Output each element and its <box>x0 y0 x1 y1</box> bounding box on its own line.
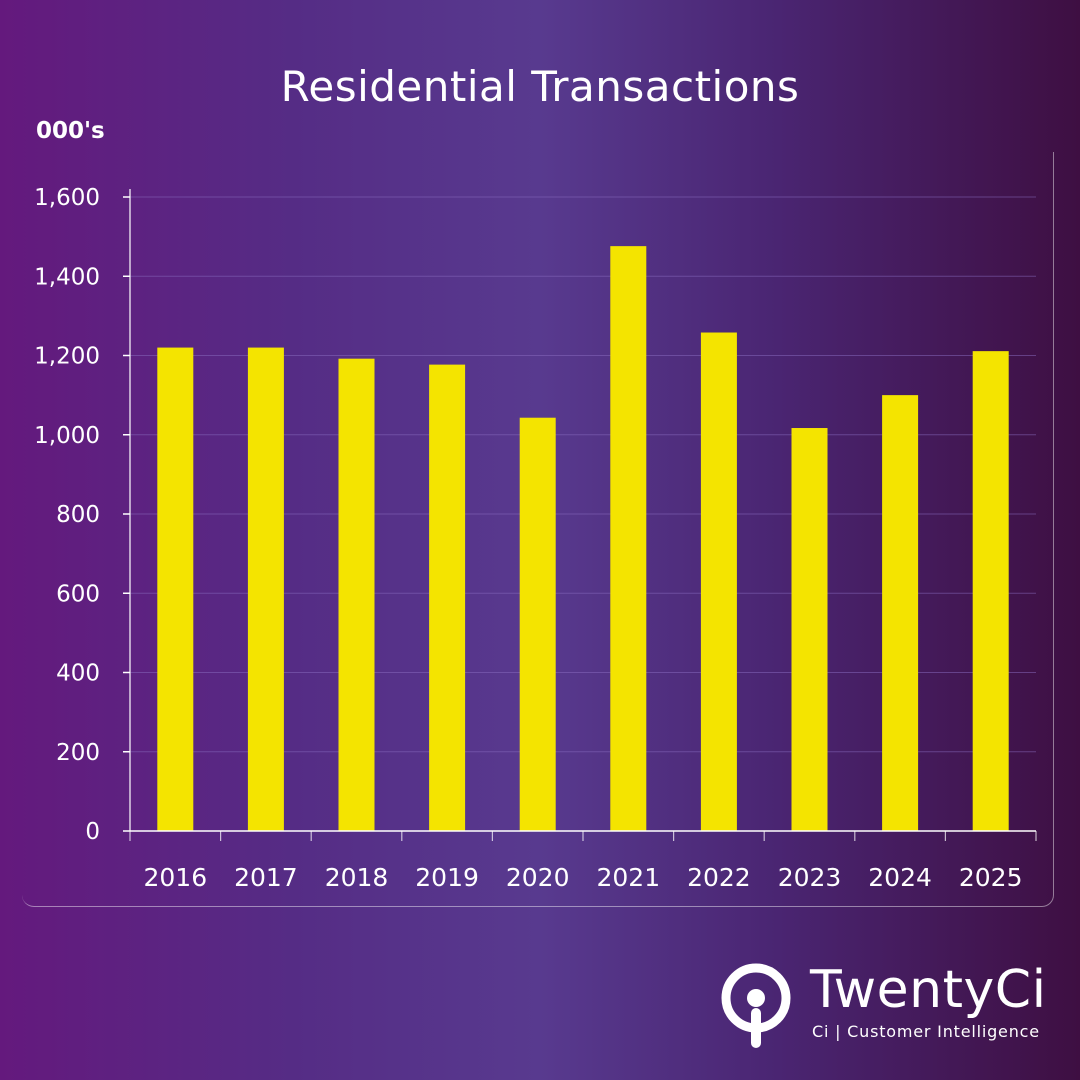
logo-tagline: Ci | Customer Intelligence <box>812 1022 1040 1041</box>
axes <box>123 189 1037 841</box>
x-tick-label: 2016 <box>143 863 207 892</box>
bar <box>338 358 375 831</box>
bar <box>700 332 737 831</box>
y-tick-label: 1,200 <box>34 344 100 370</box>
y-tick-label: 200 <box>56 740 100 766</box>
x-tick-label: 2021 <box>596 863 660 892</box>
logo-name: TwentyCi <box>810 960 1047 1020</box>
y-tick-label: 1,000 <box>34 423 100 449</box>
x-tick-label: 2025 <box>959 863 1023 892</box>
tick-labels: 0 200 400 600 800 1,000 1,200 1,400 1,600 2016 201… <box>34 185 1022 892</box>
x-tick-label: 2024 <box>868 863 932 892</box>
bar <box>610 246 647 831</box>
bar <box>157 347 194 831</box>
x-tick-label: 2017 <box>234 863 298 892</box>
bars <box>157 246 1009 831</box>
bar <box>519 417 556 831</box>
x-tick-label: 2018 <box>325 863 389 892</box>
x-tick-label: 2023 <box>778 863 842 892</box>
x-tick-label: 2019 <box>415 863 479 892</box>
y-axis-unit-label: 000's <box>36 118 105 144</box>
chart-title: Residential Transactions <box>280 62 800 111</box>
bar <box>791 428 828 831</box>
bar <box>429 364 466 831</box>
y-tick-label: 1,600 <box>34 185 100 211</box>
chart-panel <box>22 152 1054 907</box>
location-pin-icon <box>721 963 791 1048</box>
x-tick-label: 2022 <box>687 863 751 892</box>
bar <box>972 351 1009 831</box>
y-tick-label: 400 <box>56 661 100 687</box>
bar <box>247 347 284 831</box>
x-tick-label: 2020 <box>506 863 570 892</box>
bar <box>882 395 919 831</box>
y-tick-label: 1,400 <box>34 264 100 290</box>
y-tick-label: 0 <box>85 819 100 845</box>
y-tick-label: 800 <box>56 502 100 528</box>
y-tick-label: 600 <box>56 581 100 607</box>
twentyci-logo: TwentyCi Ci | Customer Intelligence <box>718 958 1058 1054</box>
